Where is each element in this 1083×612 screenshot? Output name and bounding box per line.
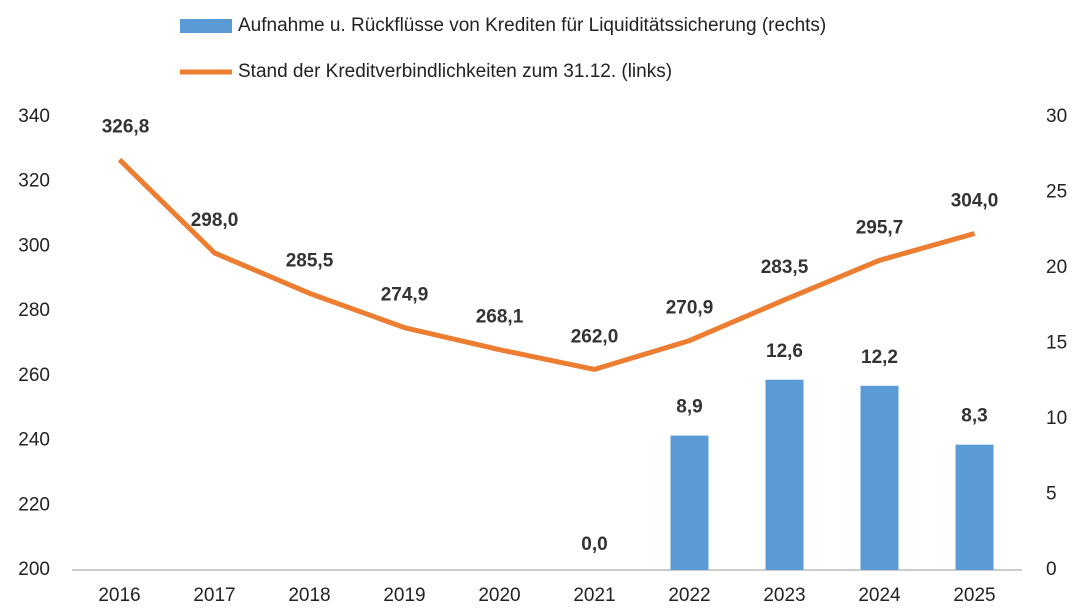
x-tick-label: 2022	[668, 585, 710, 606]
bar	[765, 379, 804, 570]
data-label: 298,0	[191, 210, 239, 231]
legend-label: Stand der Kreditverbindlichkeiten zum 31…	[238, 61, 672, 82]
y-tick-label: 200	[18, 559, 50, 580]
x-tick-label: 2023	[763, 585, 805, 606]
line	[117, 157, 976, 372]
y2-tick-label: 25	[1046, 182, 1067, 203]
data-label: 262,0	[571, 326, 619, 347]
bar	[860, 385, 899, 570]
bar	[670, 435, 709, 570]
x-tick-label: 2024	[858, 585, 901, 606]
data-label: 8,3	[961, 406, 987, 427]
legend-swatch	[180, 19, 232, 33]
y-tick-label: 280	[18, 300, 50, 321]
x-tick-label: 2018	[288, 585, 330, 606]
y2-tick-label: 15	[1046, 333, 1067, 354]
y-tick-label: 260	[18, 365, 50, 386]
y2-tick-label: 30	[1046, 106, 1067, 127]
data-label: 8,9	[676, 397, 702, 418]
data-label: 283,5	[761, 257, 809, 278]
data-label: 12,2	[861, 347, 898, 368]
data-label: 285,5	[286, 250, 334, 271]
data-label: 274,9	[381, 285, 429, 306]
x-tick-label: 2021	[573, 585, 615, 606]
y-tick-label: 240	[18, 430, 50, 451]
legend-label: Aufnahme u. Rückflüsse von Krediten für …	[238, 15, 826, 36]
data-label: 0,0	[581, 534, 607, 555]
y-tick-label: 220	[18, 494, 50, 515]
y-tick-label: 300	[18, 235, 50, 256]
data-label: 295,7	[856, 217, 904, 238]
x-tick-label: 2025	[953, 585, 995, 606]
data-label: 268,1	[476, 307, 524, 328]
y-tick-label: 320	[18, 171, 50, 192]
bar	[955, 444, 994, 570]
data-label: 304,0	[951, 191, 999, 212]
y2-tick-label: 0	[1046, 559, 1057, 580]
x-tick-label: 2020	[478, 585, 520, 606]
x-tick-label: 2016	[98, 585, 140, 606]
data-label: 326,8	[102, 117, 150, 138]
y2-tick-label: 5	[1046, 484, 1057, 505]
y-tick-label: 340	[18, 106, 50, 127]
data-label: 12,6	[766, 341, 803, 362]
data-label: 270,9	[666, 298, 714, 319]
x-tick-label: 2017	[193, 585, 235, 606]
y2-tick-label: 20	[1046, 257, 1067, 278]
x-tick-label: 2019	[383, 585, 425, 606]
y2-tick-label: 10	[1046, 408, 1067, 429]
